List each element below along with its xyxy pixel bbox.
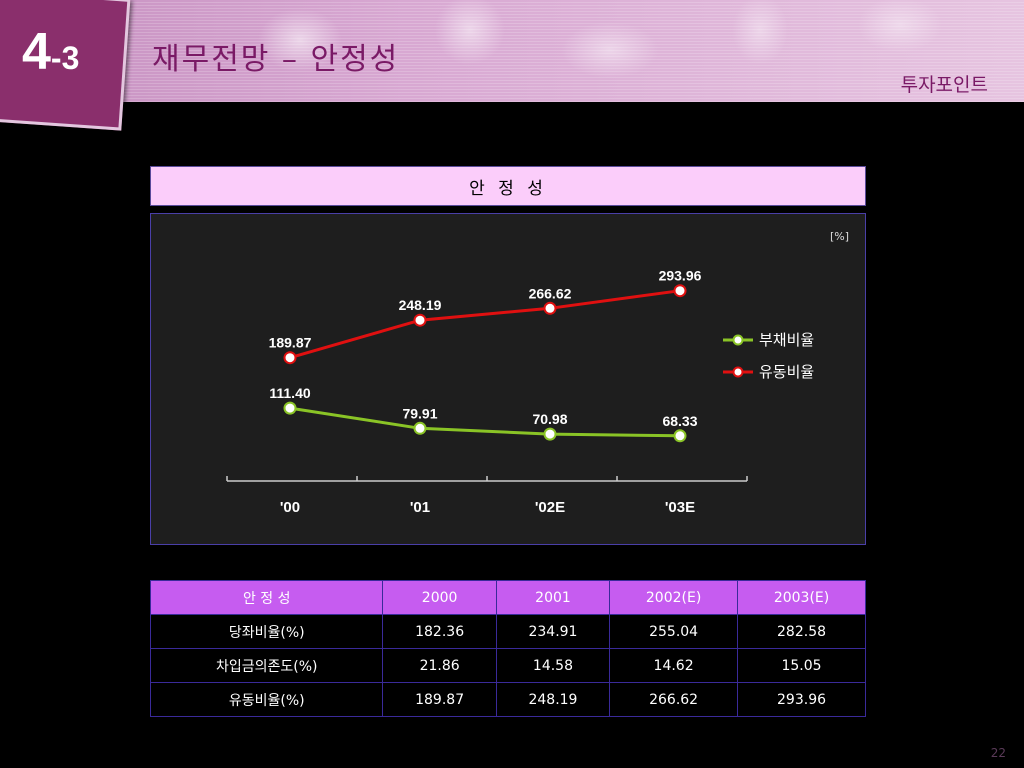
legend-swatch-marker	[732, 366, 744, 378]
table-header-cell: 2002(E)	[609, 580, 739, 615]
table-cell: 189.87	[382, 682, 497, 717]
table-cell: 14.62	[609, 648, 739, 683]
table-header-cell: 2000	[382, 580, 497, 615]
table-header-cell: 2003(E)	[737, 580, 866, 615]
data-label: 70.98	[532, 411, 567, 427]
table-cell: 282.58	[737, 614, 866, 649]
table-cell: 266.62	[609, 682, 739, 717]
data-label: 248.19	[399, 297, 442, 313]
table-header-cell: 2001	[495, 580, 611, 615]
x-tick-label: '02E	[535, 499, 565, 516]
table-cell: 21.86	[382, 648, 497, 683]
table-row: 차입금의존도(%) 21.86 14.58 14.62 15.05	[149, 648, 866, 683]
header-banner	[0, 0, 1024, 102]
x-tick-label: '03E	[665, 499, 695, 516]
data-label: 293.96	[659, 268, 702, 284]
table-cell: 14.58	[495, 648, 611, 683]
stability-table: 안 정 성 2000 2001 2002(E) 2003(E) 당좌비율(%) …	[149, 580, 866, 717]
data-point	[673, 284, 687, 298]
table-cell: 248.19	[495, 682, 611, 717]
section-number-major: 4	[22, 23, 51, 81]
data-label: 68.33	[662, 413, 697, 429]
chart-title-bar: 안 정 성	[150, 166, 866, 206]
table-cell: 234.91	[495, 614, 611, 649]
series-line	[289, 289, 681, 360]
table-header-row: 안 정 성 2000 2001 2002(E) 2003(E)	[149, 580, 866, 615]
data-label: 79.91	[402, 405, 437, 421]
table-row: 유동비율(%) 189.87 248.19 266.62 293.96	[149, 682, 866, 717]
table-row: 당좌비율(%) 182.36 234.91 255.04 282.58	[149, 614, 866, 649]
table-cell: 293.96	[737, 682, 866, 717]
table-cell: 15.05	[737, 648, 866, 683]
table-cell: 차입금의존도(%)	[149, 648, 384, 683]
table-header-cell: 안 정 성	[149, 580, 384, 615]
legend-label: 부채비율	[759, 331, 814, 349]
line-chart: [%] '00 '01 '02E '03E 111.40 79.91 70.98 68.33 부채…	[226, 230, 849, 516]
data-label: 189.87	[269, 335, 312, 351]
data-label: 111.40	[269, 385, 310, 401]
unit-label: [%]	[830, 230, 849, 243]
data-point	[673, 429, 687, 443]
data-point	[543, 301, 557, 315]
data-point	[283, 351, 297, 365]
section-number-minor: -3	[50, 40, 80, 76]
table-cell: 255.04	[609, 614, 739, 649]
legend-swatch-marker	[732, 334, 744, 346]
table-cell: 유동비율(%)	[149, 682, 384, 717]
legend-label: 유동비율	[759, 363, 814, 381]
x-tick-label: '00	[280, 499, 300, 516]
series-line	[289, 406, 681, 438]
slide-title: 재무전망 – 안정성	[152, 42, 400, 77]
data-point	[543, 427, 557, 441]
data-point	[413, 421, 427, 435]
data-label: 266.62	[529, 285, 572, 301]
chart-panel: [%] '00 '01 '02E '03E 111.40 79.91 70.98 68.33 부채…	[150, 213, 866, 545]
data-point	[283, 401, 297, 415]
page-number: 22	[990, 746, 1006, 760]
section-tag: 투자포인트	[900, 74, 988, 96]
table-cell: 182.36	[382, 614, 497, 649]
table-cell: 당좌비율(%)	[149, 614, 384, 649]
x-tick-label: '01	[410, 499, 430, 516]
section-number: 4-3	[22, 22, 79, 82]
data-point	[413, 313, 427, 327]
